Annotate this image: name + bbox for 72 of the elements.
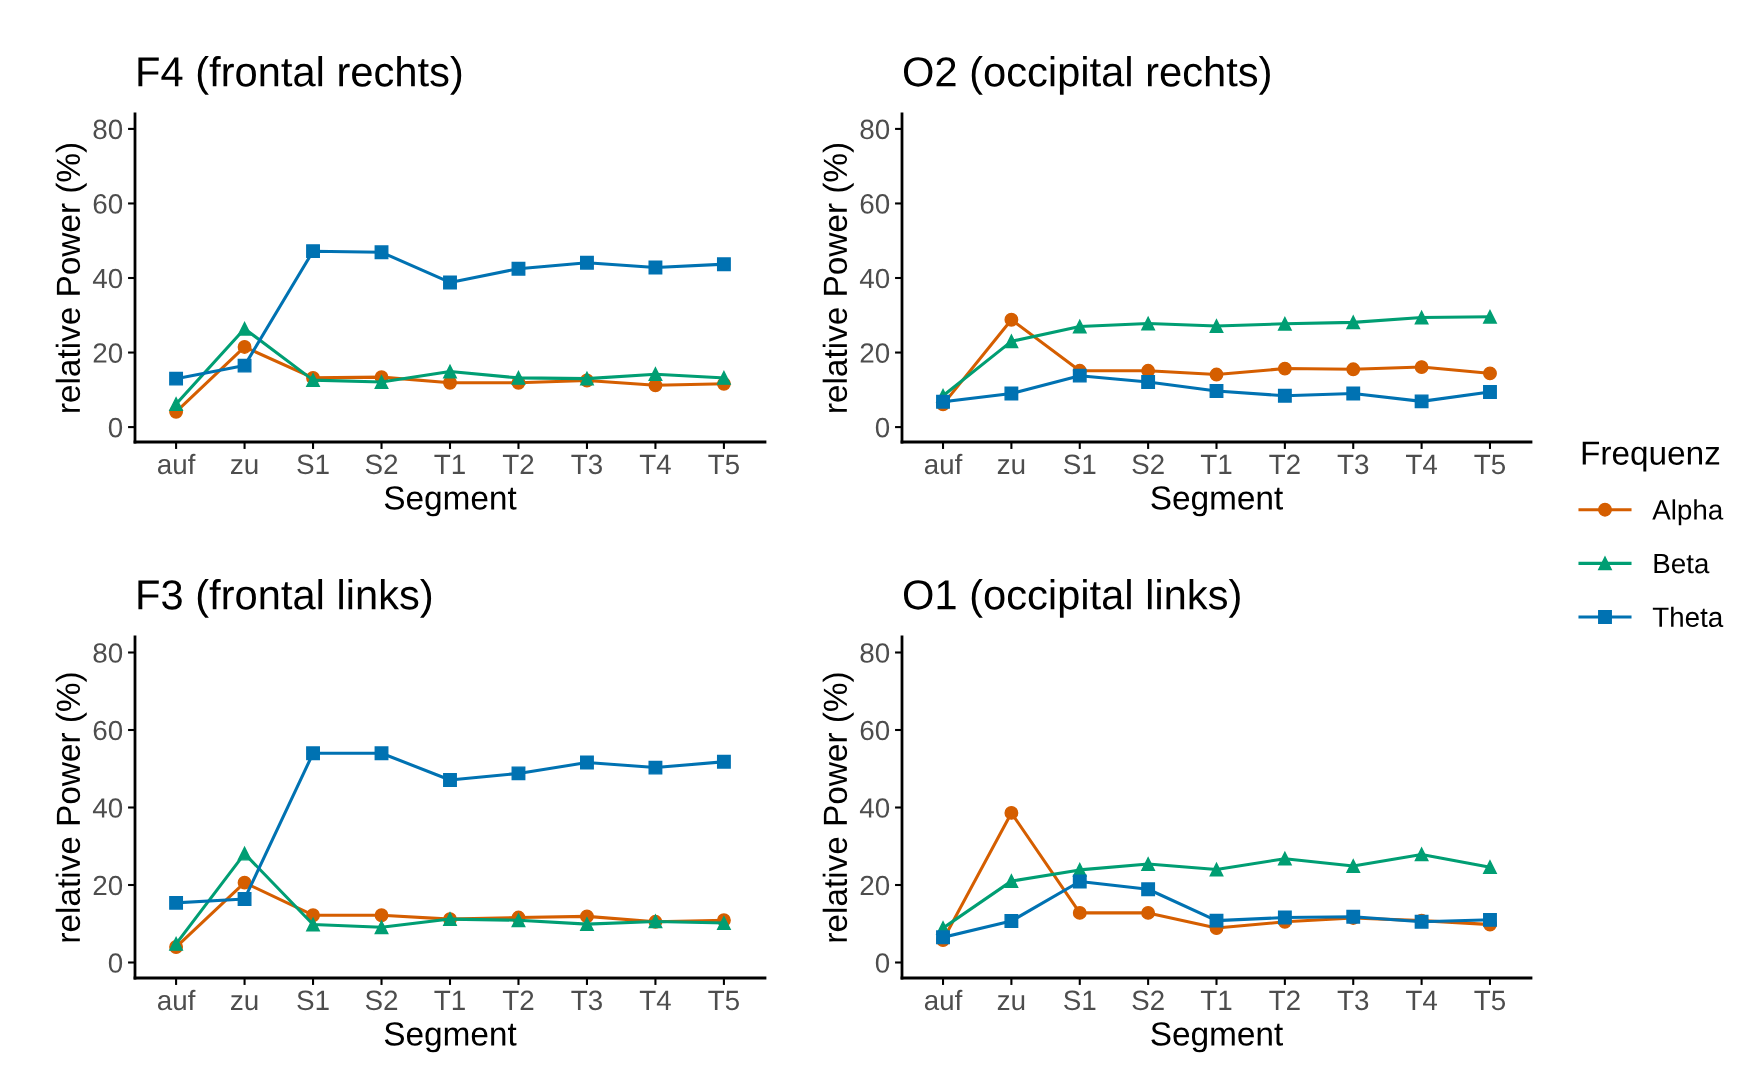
y-tick-label: 60 — [860, 194, 890, 214]
x-tick-label: zu — [231, 995, 258, 1011]
x-tick-label: T5 — [1474, 454, 1506, 475]
x-tick-label: T4 — [639, 990, 671, 1010]
x-axis-title: Segment — [384, 486, 517, 517]
chart-title: F4 (frontal rechts) — [138, 56, 462, 95]
y-tick-label: 40 — [859, 798, 890, 818]
y-tick-label: 40 — [92, 798, 123, 818]
x-tick-label: auf — [924, 989, 963, 1011]
legend-label: Alpha — [1652, 499, 1724, 526]
x-tick-label: T3 — [571, 454, 602, 475]
x-tick-label: T4 — [639, 454, 671, 474]
x-axis-title: Segment — [384, 1022, 517, 1053]
x-tick-label: auf — [157, 989, 196, 1011]
x-tick-label: auf — [924, 453, 963, 475]
x-tick-label: T5 — [708, 454, 739, 475]
y-tick-label: 20 — [860, 343, 890, 363]
x-tick-label: S2 — [365, 454, 398, 475]
x-tick-label: S2 — [1132, 990, 1164, 1011]
x-tick-label: T2 — [1269, 990, 1300, 1010]
y-axis-title: relative Power (%) — [822, 143, 854, 412]
x-tick-label: T3 — [571, 990, 602, 1011]
y-tick-label: 40 — [92, 268, 123, 289]
y-tick-label: 80 — [93, 643, 123, 663]
x-tick-label: zu — [231, 459, 258, 475]
y-axis-title: relative Power (%) — [55, 143, 87, 412]
y-tick-label: 0 — [875, 417, 890, 438]
x-tick-label: T2 — [502, 454, 534, 474]
y-axis-title: relative Power (%) — [55, 673, 87, 942]
x-tick-label: S2 — [365, 990, 398, 1011]
x-tick-label: auf — [157, 453, 196, 475]
x-tick-label: T1 — [1200, 990, 1232, 1010]
y-tick-label: 20 — [860, 875, 890, 896]
x-tick-label: T4 — [1406, 990, 1438, 1010]
y-tick-label: 40 — [859, 268, 890, 289]
y-tick-label: 20 — [93, 343, 123, 363]
x-tick-label: T2 — [1269, 454, 1300, 474]
x-tick-label: S2 — [1132, 454, 1164, 475]
legend-title: Frequenz — [1582, 441, 1720, 472]
x-tick-label: S1 — [297, 990, 329, 1011]
x-tick-label: T5 — [708, 990, 739, 1011]
y-tick-label: 80 — [93, 119, 123, 140]
chart-title: F3 (frontal links) — [138, 579, 432, 618]
y-tick-label: 60 — [93, 194, 123, 214]
x-tick-label: T3 — [1337, 454, 1369, 475]
x-tick-label: T5 — [1474, 990, 1506, 1011]
legend-label: Theta — [1652, 606, 1724, 628]
chart-title: O2 (occipital rechts) — [903, 56, 1270, 95]
y-tick-label: 0 — [108, 953, 123, 973]
x-tick-label: zu — [997, 995, 1025, 1011]
chart-title: O1 (occipital links) — [903, 579, 1240, 618]
y-axis-title: relative Power (%) — [822, 673, 854, 942]
legend-label: Beta — [1654, 554, 1710, 574]
x-tick-label: T1 — [1200, 454, 1232, 474]
y-tick-label: 20 — [93, 875, 123, 896]
x-tick-label: S1 — [1064, 990, 1096, 1011]
y-tick-label: 0 — [108, 417, 123, 438]
x-tick-label: zu — [997, 459, 1025, 475]
y-tick-label: 60 — [93, 720, 123, 741]
y-tick-label: 60 — [860, 720, 890, 741]
x-tick-label: S1 — [297, 454, 329, 475]
x-tick-label: S1 — [1064, 454, 1096, 475]
x-tick-label: T4 — [1406, 454, 1438, 474]
x-tick-label: T1 — [434, 990, 465, 1010]
y-tick-label: 0 — [875, 953, 890, 973]
x-tick-label: T3 — [1337, 990, 1369, 1011]
y-tick-label: 80 — [860, 643, 890, 663]
x-tick-label: T1 — [434, 454, 465, 474]
x-axis-title: Segment — [1151, 486, 1283, 517]
y-tick-label: 80 — [860, 119, 890, 140]
x-axis-title: Segment — [1151, 1022, 1283, 1053]
x-tick-label: T2 — [502, 990, 534, 1010]
